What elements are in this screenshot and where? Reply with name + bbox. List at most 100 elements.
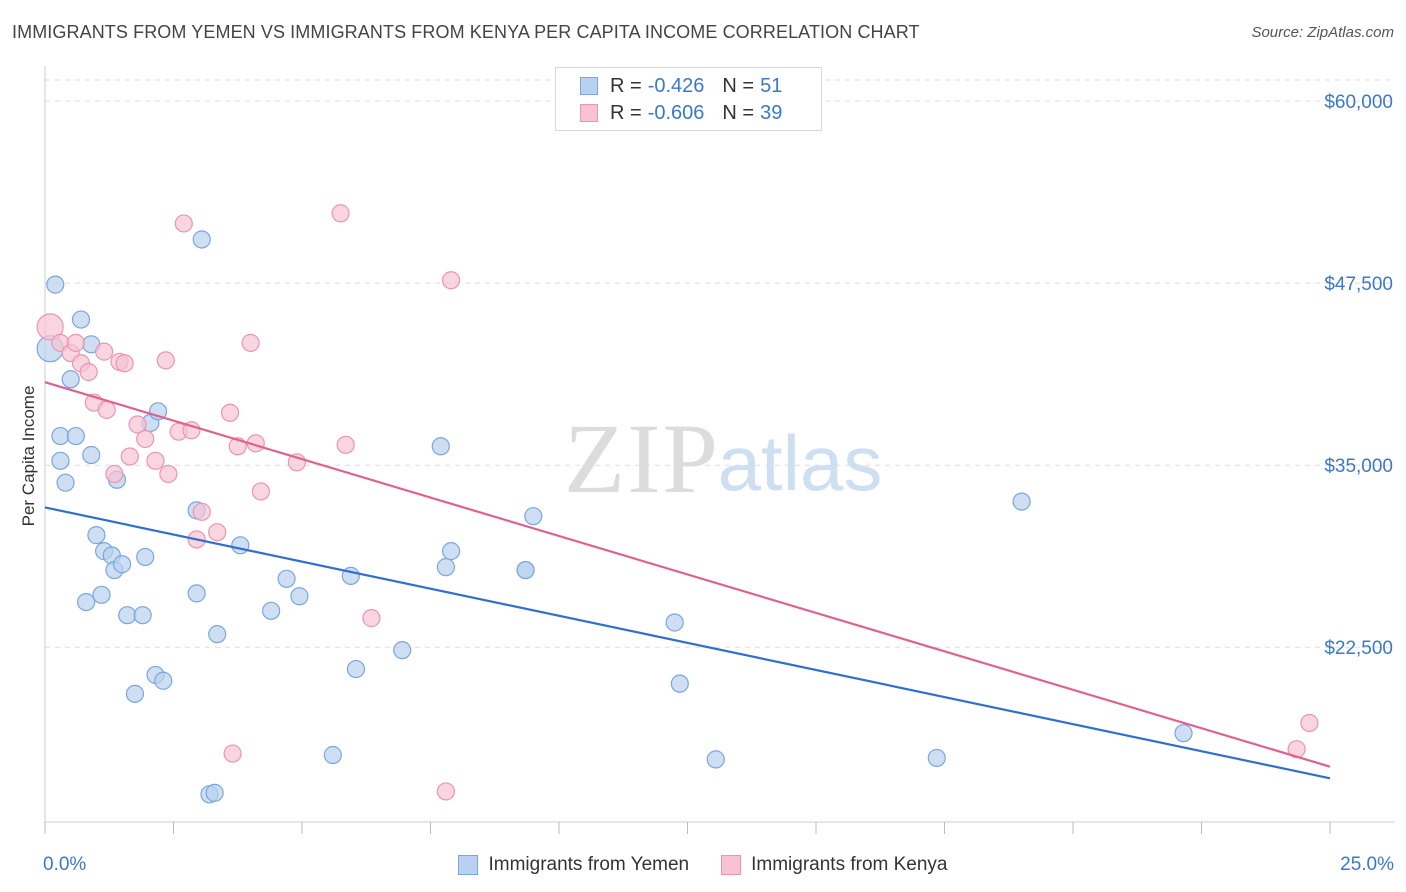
- kenya-point: [159, 464, 178, 484]
- chart-title: IMMIGRANTS FROM YEMEN VS IMMIGRANTS FROM…: [12, 22, 920, 42]
- legend-item-yemen[interactable]: Immigrants from Yemen: [458, 854, 689, 876]
- y-tick-label: $47,500: [1324, 274, 1393, 295]
- kenya-point: [241, 333, 260, 352]
- x-tick-label: 0.0%: [43, 854, 86, 875]
- yemen-point: [262, 601, 281, 620]
- yemen-point: [706, 750, 725, 769]
- kenya-point: [223, 744, 242, 763]
- points-layer: [36, 204, 1319, 804]
- kenya-point: [156, 351, 175, 370]
- yemen-point: [118, 606, 137, 625]
- kenya-point: [208, 523, 227, 542]
- kenya-point: [115, 354, 134, 373]
- yemen-swatch: [580, 77, 598, 95]
- kenya-point: [136, 429, 155, 449]
- yemen-point: [393, 641, 412, 660]
- yemen-point: [524, 507, 543, 526]
- r-value-yemen: -0.426: [647, 74, 705, 97]
- y-tick-label: $35,000: [1324, 456, 1393, 477]
- trend-layer: [44, 381, 1331, 780]
- yemen-point: [516, 560, 535, 580]
- y-axis-title: Per Capita Income: [19, 386, 38, 527]
- yemen-point: [87, 526, 106, 545]
- legend-item-kenya[interactable]: Immigrants from Kenya: [721, 854, 948, 876]
- kenya-point: [120, 447, 139, 466]
- kenya-point: [1300, 713, 1319, 733]
- legend-row-kenya: R = -0.606 N = 39: [580, 100, 782, 126]
- axis-layer: $22,500 $35,000 $47,500 $60,000 0.0% 25.0%: [43, 66, 1395, 875]
- legend-label-kenya: Immigrants from Kenya: [751, 854, 948, 875]
- yemen-point: [1012, 492, 1031, 511]
- n-label: N =: [722, 74, 755, 97]
- yemen-point: [205, 783, 224, 802]
- kenya-point: [182, 421, 201, 440]
- kenya-point: [36, 313, 64, 341]
- yemen-point: [133, 606, 152, 625]
- yemen-point: [346, 659, 366, 679]
- r-label: R =: [610, 101, 642, 124]
- yemen-point: [431, 437, 450, 456]
- yemen-point: [436, 558, 456, 577]
- x-tick-label: 25.0%: [1340, 854, 1394, 875]
- yemen-point: [71, 310, 91, 329]
- series-legend: Immigrants from Yemen Immigrants from Ke…: [0, 852, 1406, 878]
- kenya-point: [97, 400, 116, 419]
- kenya-legend-swatch: [721, 855, 742, 875]
- kenya-point: [220, 403, 240, 422]
- n-label: N =: [722, 101, 755, 124]
- yemen-point: [112, 555, 132, 574]
- yemen-point: [154, 671, 173, 690]
- kenya-point: [251, 482, 270, 501]
- kenya-point: [441, 271, 461, 290]
- chart-source: Source: ZipAtlas.com: [1251, 24, 1394, 41]
- yemen-point: [441, 542, 461, 561]
- yemen-point: [46, 275, 65, 294]
- kenya-swatch: [580, 104, 598, 122]
- correlation-legend: R = -0.426 N = 51 R = -0.606 N = 39: [555, 67, 822, 131]
- yemen-point: [231, 536, 250, 555]
- watermark-zip: ZIP: [564, 403, 720, 514]
- kenya-point: [174, 214, 193, 233]
- yemen-point: [136, 547, 155, 567]
- kenya-point: [146, 451, 165, 470]
- yemen-trend-line: [44, 506, 1331, 780]
- yemen-point: [192, 230, 211, 249]
- yemen-point: [82, 445, 101, 465]
- kenya-point: [66, 333, 85, 352]
- r-label: R =: [610, 74, 642, 97]
- yemen-point: [61, 370, 80, 389]
- y-tick-label: $60,000: [1324, 92, 1393, 113]
- yemen-point: [208, 625, 227, 644]
- yemen-point: [187, 584, 206, 603]
- kenya-point: [128, 415, 147, 434]
- yemen-point: [277, 569, 296, 588]
- kenya-point: [105, 464, 124, 484]
- yemen-point: [92, 585, 111, 604]
- yemen-point: [56, 473, 75, 492]
- kenya-point: [331, 204, 350, 223]
- yemen-point: [125, 684, 145, 703]
- yemen-point: [51, 451, 70, 470]
- watermark-atlas: atlas: [718, 419, 883, 507]
- kenya-point: [79, 362, 98, 382]
- yemen-point: [51, 426, 70, 446]
- kenya-point: [362, 609, 381, 628]
- yemen-point: [66, 426, 85, 446]
- kenya-point: [436, 782, 456, 801]
- y-tick-label: $22,500: [1324, 638, 1393, 659]
- kenya-point: [95, 342, 114, 361]
- kenya-point: [336, 435, 355, 454]
- yemen-point: [290, 587, 309, 606]
- legend-row-yemen: R = -0.426 N = 51: [580, 73, 782, 99]
- yemen-point: [670, 674, 689, 693]
- yemen-point: [1174, 724, 1193, 743]
- kenya-point: [192, 502, 211, 521]
- yemen-legend-swatch: [458, 855, 479, 875]
- n-value-kenya: 39: [760, 101, 783, 124]
- legend-label-yemen: Immigrants from Yemen: [488, 854, 690, 875]
- yemen-point: [323, 745, 342, 765]
- r-value-kenya: -0.606: [647, 101, 705, 124]
- grid-layer: [45, 79, 1395, 648]
- yemen-point: [665, 613, 684, 632]
